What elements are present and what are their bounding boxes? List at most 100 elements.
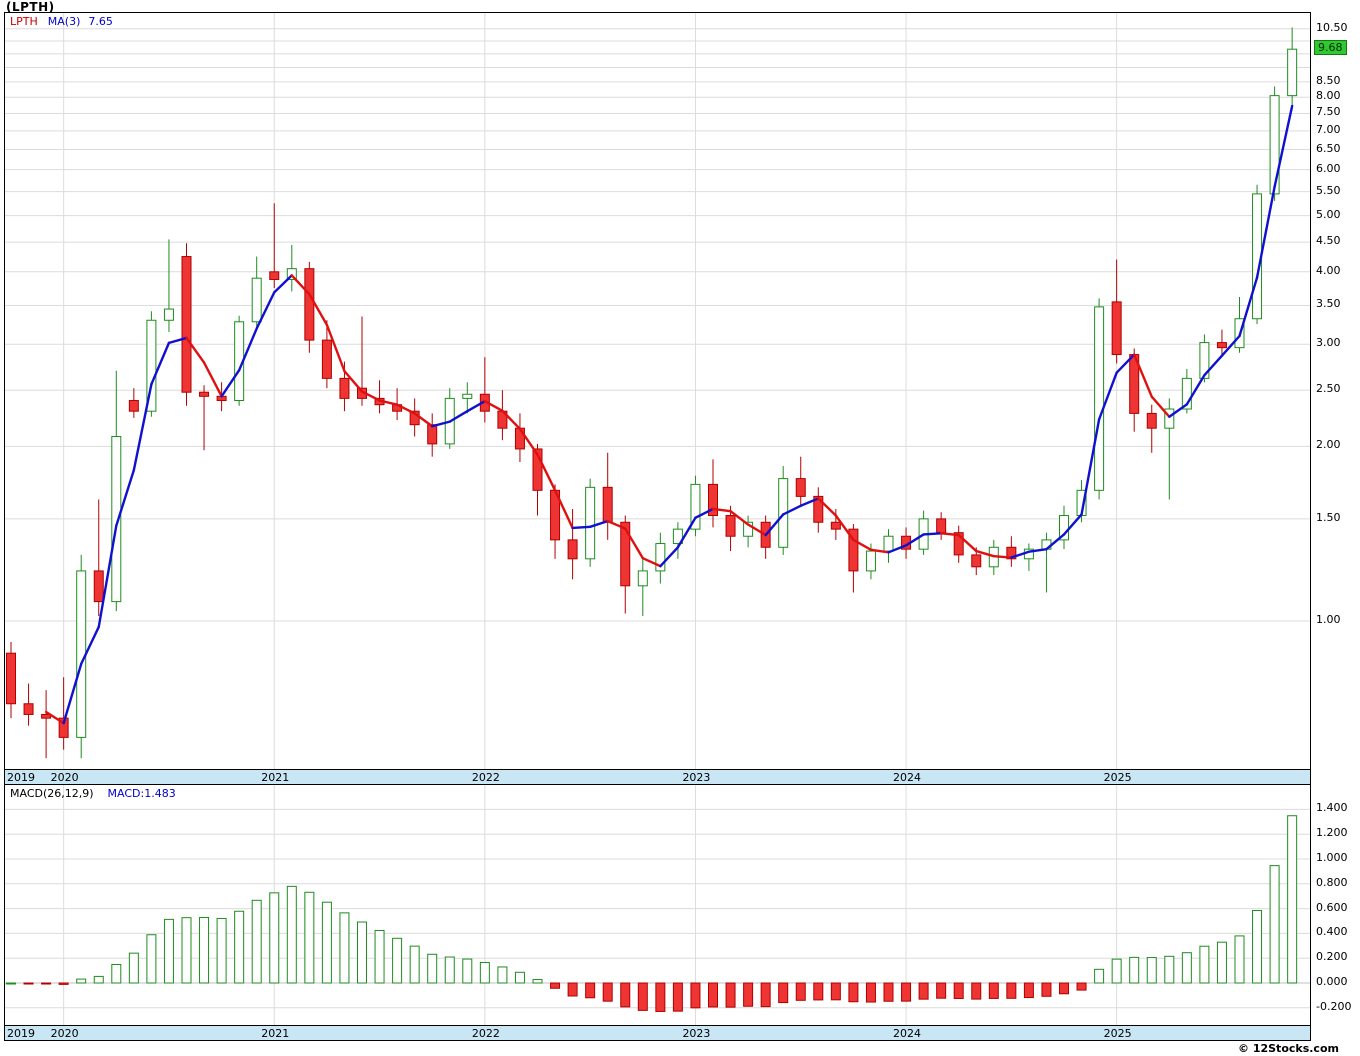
macd-bar	[1111, 958, 1122, 984]
candle-body	[602, 486, 613, 523]
candle-body	[865, 550, 876, 572]
legend-ma-label: MA(3)	[47, 15, 81, 28]
macd-legend: MACD(26,12,9) MACD:1.483	[10, 787, 176, 800]
candle-body	[286, 268, 297, 280]
candle-body	[269, 271, 280, 280]
price-gridlines	[5, 13, 1310, 769]
x-axis-years-top: 2019 2020 2021 2022 2023 2024 2025	[4, 769, 1311, 785]
macd-bar	[497, 966, 508, 984]
macd-bar	[637, 982, 648, 1011]
macd-bar	[1023, 982, 1034, 999]
macd-axis-label: 0.600	[1316, 900, 1348, 914]
macd-bar	[392, 937, 403, 984]
candle-body	[321, 339, 332, 379]
candle-body	[76, 570, 87, 738]
candle-body	[725, 515, 736, 537]
macd-bar	[1269, 865, 1280, 984]
candle-body	[6, 652, 16, 705]
year-label: 2023	[682, 1027, 711, 1040]
macd-bars	[6, 815, 1298, 1012]
candle-body	[953, 532, 964, 556]
macd-axis-label: 0.000	[1316, 975, 1348, 988]
macd-bar	[427, 953, 438, 984]
macd-bar	[6, 982, 16, 985]
macd-bar	[251, 899, 262, 984]
price-axis-label: 8.50	[1316, 73, 1341, 87]
right-price-axis: 9.68 10.50 8.50 8.00 7.50 7.00 6.50 6.00 5.50 5.…	[1314, 0, 1360, 1056]
candle-body	[1111, 301, 1122, 356]
macd-bar	[778, 982, 789, 1004]
candle-body	[128, 399, 139, 412]
candle-body	[971, 554, 982, 568]
price-axis-label: 7.00	[1316, 122, 1341, 136]
year-label: 2020	[50, 1027, 79, 1040]
macd-bar	[743, 982, 754, 1007]
macd-bar	[672, 982, 683, 1012]
macd-panel: MACD(26,12,9) MACD:1.483	[4, 784, 1311, 1026]
macd-axis-label: 0.400	[1316, 925, 1348, 939]
price-axis-label: 2.50	[1316, 382, 1341, 396]
macd-bar	[111, 963, 122, 984]
macd-bar	[1059, 982, 1069, 995]
candle-body	[199, 391, 210, 397]
price-axis-label: 10.50	[1316, 20, 1348, 34]
candle-body	[848, 528, 859, 572]
macd-bar	[1076, 982, 1087, 991]
year-label: 2021	[261, 771, 290, 784]
macd-bar	[830, 982, 841, 1001]
price-axis-label: 3.50	[1316, 297, 1341, 311]
year-label: 2020	[50, 771, 79, 784]
candlesticks	[6, 27, 1298, 759]
price-legend: LPTH MA(3) 7.65	[10, 15, 121, 28]
candle-body	[1146, 412, 1157, 429]
macd-bar	[725, 982, 736, 1008]
year-label: 2021	[261, 1027, 290, 1040]
candle-body	[181, 256, 192, 393]
candle-body	[23, 703, 34, 715]
price-chart-panel: LPTH MA(3) 7.65	[4, 12, 1311, 770]
candle-body	[743, 521, 754, 537]
year-label: 2022	[471, 771, 500, 784]
candle-body	[655, 543, 666, 572]
price-axis-label: 3.00	[1316, 336, 1341, 350]
macd-bar	[708, 982, 718, 1008]
macd-bar	[321, 901, 332, 984]
candle-body	[1199, 342, 1210, 379]
macd-bar	[918, 982, 929, 1000]
macd-bar	[865, 982, 876, 1003]
macd-bar	[128, 952, 139, 984]
price-axis-label: 8.00	[1316, 89, 1341, 103]
macd-value-label: MACD:1.483	[107, 787, 176, 800]
macd-bar	[971, 982, 982, 1000]
candle-body	[1287, 48, 1298, 97]
candle-body	[690, 483, 701, 530]
macd-axis-label: 1.200	[1316, 826, 1348, 840]
macd-bar	[41, 982, 52, 985]
macd-bar	[409, 945, 420, 984]
macd-bar	[936, 982, 947, 999]
candle-body	[567, 539, 578, 560]
macd-bar	[199, 916, 210, 984]
candle-body	[1216, 342, 1227, 349]
price-axis-label: 7.50	[1316, 105, 1341, 119]
candle-body	[93, 570, 104, 603]
macd-bar	[602, 982, 613, 1002]
candle-body	[514, 427, 525, 450]
macd-axis-label: -0.200	[1316, 999, 1352, 1013]
macd-bar	[795, 982, 806, 1001]
legend-ma-value: 7.65	[88, 15, 113, 28]
macd-bar	[1129, 956, 1140, 984]
candle-body	[146, 319, 157, 412]
candle-body	[1006, 546, 1017, 560]
macd-bar	[304, 891, 315, 984]
macd-bar	[585, 982, 596, 999]
candle-body	[1181, 377, 1192, 410]
year-label: 2019	[7, 771, 35, 784]
macd-bar	[357, 921, 367, 984]
candle-body	[1269, 95, 1280, 195]
candle-body	[830, 521, 841, 530]
year-label: 2025	[1103, 1027, 1132, 1040]
macd-bar	[550, 982, 561, 989]
macd-bar	[1216, 941, 1227, 984]
macd-bar	[339, 912, 350, 984]
